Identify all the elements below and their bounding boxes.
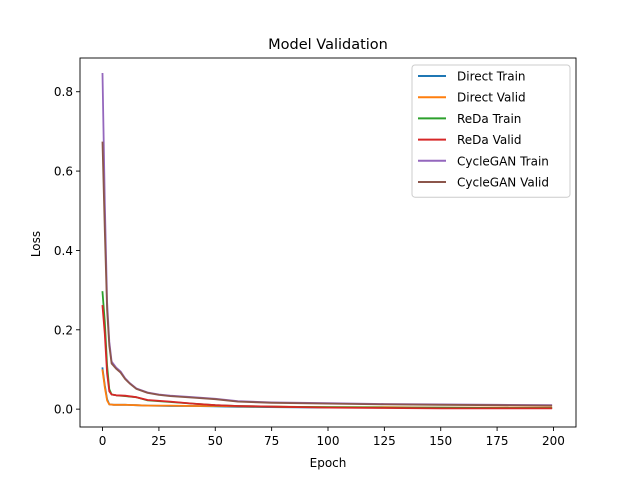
legend-label-4: CycleGAN Train xyxy=(457,154,549,168)
x-tick-label-8: 200 xyxy=(542,434,565,448)
legend: Direct Train Direct Valid ReDa Train ReDa V… xyxy=(411,64,571,198)
x-tick-label-4: 100 xyxy=(317,434,340,448)
legend-label-2: ReDa Train xyxy=(457,112,521,126)
y-axis-ticks: 0.0 0.2 0.4 0.6 0.8 xyxy=(54,85,80,417)
legend-label-1: Direct Valid xyxy=(457,91,526,105)
x-tick-label-6: 150 xyxy=(429,434,452,448)
legend-label-3: ReDa Valid xyxy=(457,133,522,147)
legend-box xyxy=(411,64,571,198)
plot-area xyxy=(79,57,577,428)
x-tick-label-2: 50 xyxy=(208,434,223,448)
y-axis-label: Loss xyxy=(29,231,43,257)
legend-label-5: CycleGAN Valid xyxy=(457,176,549,190)
x-axis-ticks: 0 25 50 75 100 125 150 175 200 xyxy=(99,427,565,448)
y-tick-label-0: 0.0 xyxy=(54,403,73,417)
chart-title: Model Validation xyxy=(268,37,388,53)
x-tick-label-7: 175 xyxy=(486,434,509,448)
x-axis-label: Epoch xyxy=(310,456,347,470)
x-tick-label-5: 125 xyxy=(373,434,396,448)
legend-label-0: Direct Train xyxy=(457,70,526,84)
x-tick-label-1: 25 xyxy=(151,434,166,448)
y-tick-label-4: 0.8 xyxy=(54,85,73,99)
series-layer xyxy=(101,72,553,410)
y-tick-label-1: 0.2 xyxy=(54,323,73,337)
x-tick-label-0: 0 xyxy=(99,434,107,448)
y-tick-label-2: 0.4 xyxy=(54,244,73,258)
x-tick-label-3: 75 xyxy=(264,434,279,448)
y-tick-label-3: 0.6 xyxy=(54,165,73,179)
series-line-3 xyxy=(101,305,553,410)
series-line-5 xyxy=(101,141,553,407)
